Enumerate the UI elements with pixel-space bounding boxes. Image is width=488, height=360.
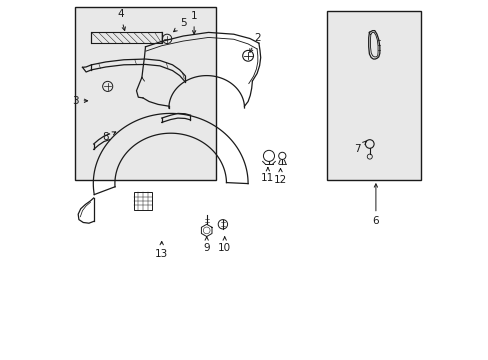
Text: 1: 1	[190, 11, 197, 34]
Text: 9: 9	[203, 237, 209, 253]
Text: 2: 2	[249, 33, 260, 52]
Text: 3: 3	[72, 96, 87, 106]
Bar	[326, 11, 420, 180]
Text: 12: 12	[273, 168, 286, 185]
Bar	[133, 192, 152, 210]
Text: 5: 5	[173, 18, 186, 32]
Text: 13: 13	[155, 242, 168, 259]
Text: 6: 6	[372, 184, 378, 226]
Text: 4: 4	[117, 9, 125, 31]
Text: 7: 7	[354, 141, 366, 154]
Text: 10: 10	[218, 237, 231, 253]
Bar	[75, 7, 215, 180]
Bar	[91, 32, 162, 43]
Text: 11: 11	[261, 167, 274, 183]
Text: 8: 8	[102, 132, 116, 142]
